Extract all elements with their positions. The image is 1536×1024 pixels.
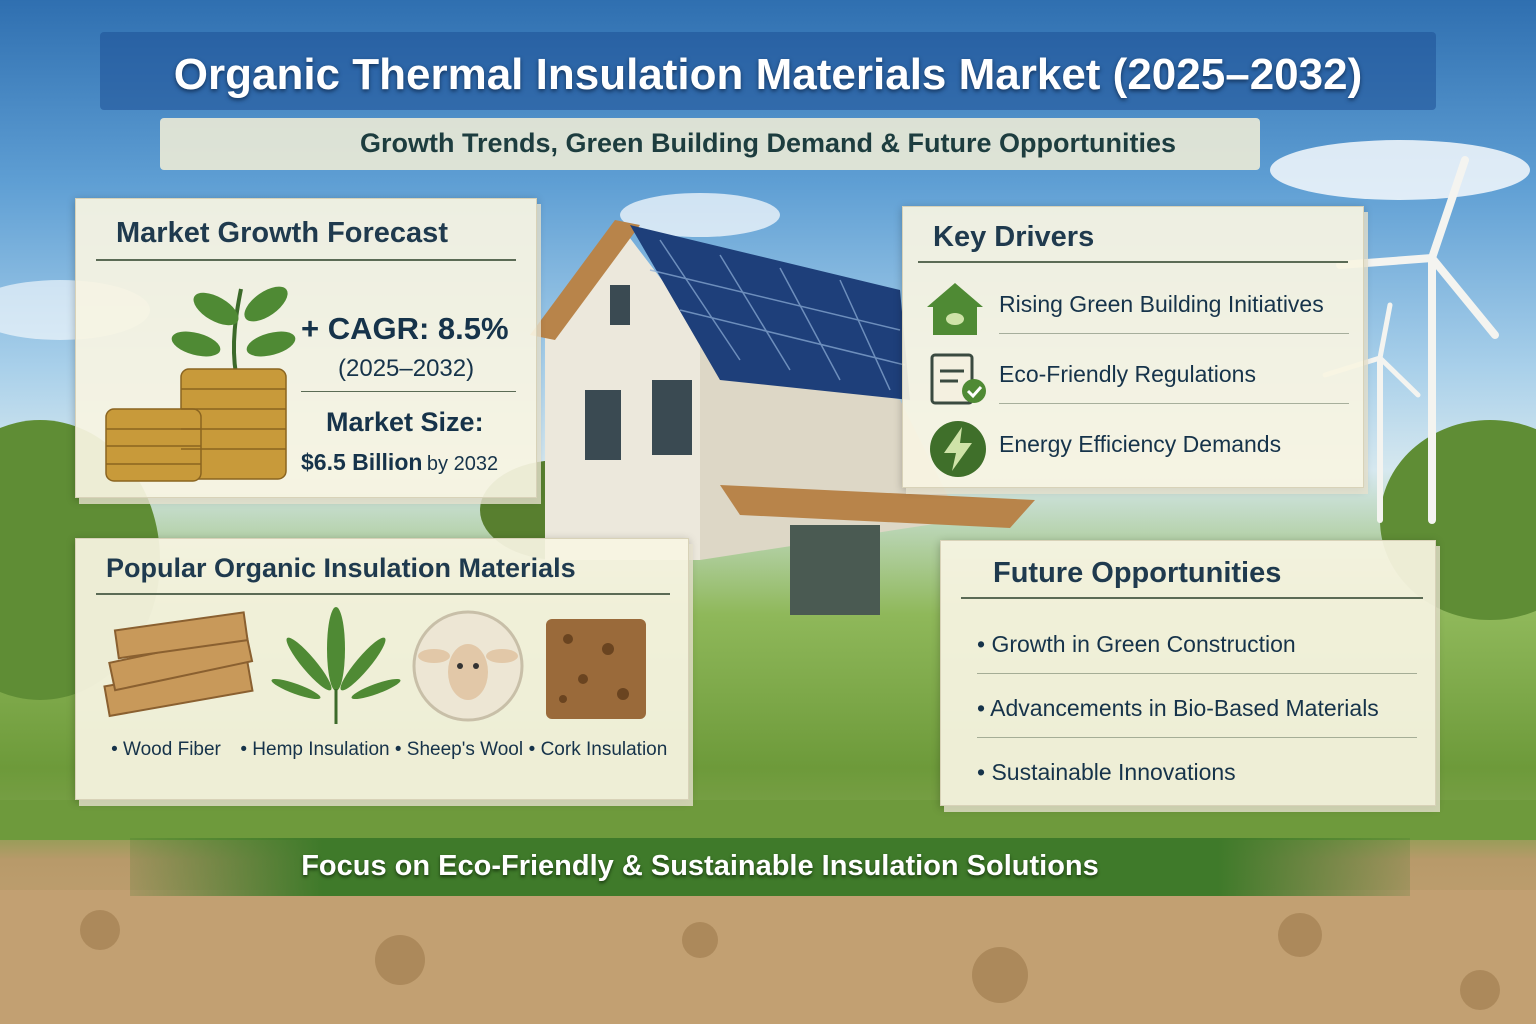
market-growth-panel: Market Growth Forecast + CAGR: 8.5% (202… xyxy=(75,198,537,498)
footer-text: Focus on Eco-Friendly & Sustainable Insu… xyxy=(301,850,1099,882)
driver-item: Eco-Friendly Regulations xyxy=(999,361,1256,387)
footer-banner xyxy=(130,838,1410,896)
cagr-period: (2025–2032) xyxy=(338,355,475,382)
panel-heading: Key Drivers xyxy=(933,221,1095,253)
coins-plant-icon xyxy=(105,286,296,482)
driver-item: Energy Efficiency Demands xyxy=(999,431,1282,457)
house-illustration xyxy=(530,220,1035,615)
market-size: $6.5 Billion by 2032 xyxy=(301,449,498,476)
material-item: • Wood Fiber xyxy=(111,739,221,760)
market-size-suffix: by 2032 xyxy=(426,453,499,475)
wood-fiber-icon xyxy=(103,611,254,718)
driver-item: Rising Green Building Initiatives xyxy=(999,291,1324,317)
divider xyxy=(977,673,1417,674)
divider xyxy=(977,737,1417,738)
green-house-icon xyxy=(927,283,983,335)
materials-panel: Popular Organic Insulation Materials • W… xyxy=(75,538,689,800)
opportunity-item: • Growth in Green Construction xyxy=(977,631,1296,657)
panel-heading: Future Opportunities xyxy=(993,557,1282,589)
key-drivers-panel: Key Drivers Rising Green Building Initia… xyxy=(902,206,1364,488)
divider xyxy=(96,593,670,595)
page-subtitle: Growth Trends, Green Building Demand & F… xyxy=(359,128,1177,158)
sheep-icon xyxy=(412,610,524,722)
cagr-value: + CAGR: 8.5% xyxy=(301,311,509,346)
cork-block-icon xyxy=(546,619,646,719)
opportunity-item: • Advancements in Bio-Based Materials xyxy=(977,695,1379,721)
subtitle-banner xyxy=(160,118,1260,170)
lightning-icon xyxy=(930,421,986,477)
divider xyxy=(999,333,1349,334)
material-item: • Hemp Insulation xyxy=(240,739,390,760)
divider xyxy=(999,403,1349,404)
materials-labels: • Wood Fiber • Hemp Insulation • Sheep's… xyxy=(96,739,670,761)
divider xyxy=(301,391,516,392)
panel-heading: Popular Organic Insulation Materials xyxy=(106,553,576,583)
hemp-leaf-icon xyxy=(271,607,401,724)
divider xyxy=(961,597,1423,599)
market-size-label: Market Size: xyxy=(326,407,484,437)
clipboard-check-icon xyxy=(930,353,986,405)
material-item: • Cork Insulation xyxy=(528,739,668,760)
market-size-value: $6.5 Billion xyxy=(301,449,423,475)
title-banner xyxy=(100,32,1436,110)
divider xyxy=(96,259,516,261)
opportunities-panel: Future Opportunities • Growth in Green C… xyxy=(940,540,1436,806)
opportunity-item: • Sustainable Innovations xyxy=(977,759,1236,785)
divider xyxy=(918,261,1348,263)
page-title: Organic Thermal Insulation Materials Mar… xyxy=(173,50,1363,99)
material-item: • Sheep's Wool xyxy=(394,739,524,760)
panel-heading: Market Growth Forecast xyxy=(116,217,448,249)
